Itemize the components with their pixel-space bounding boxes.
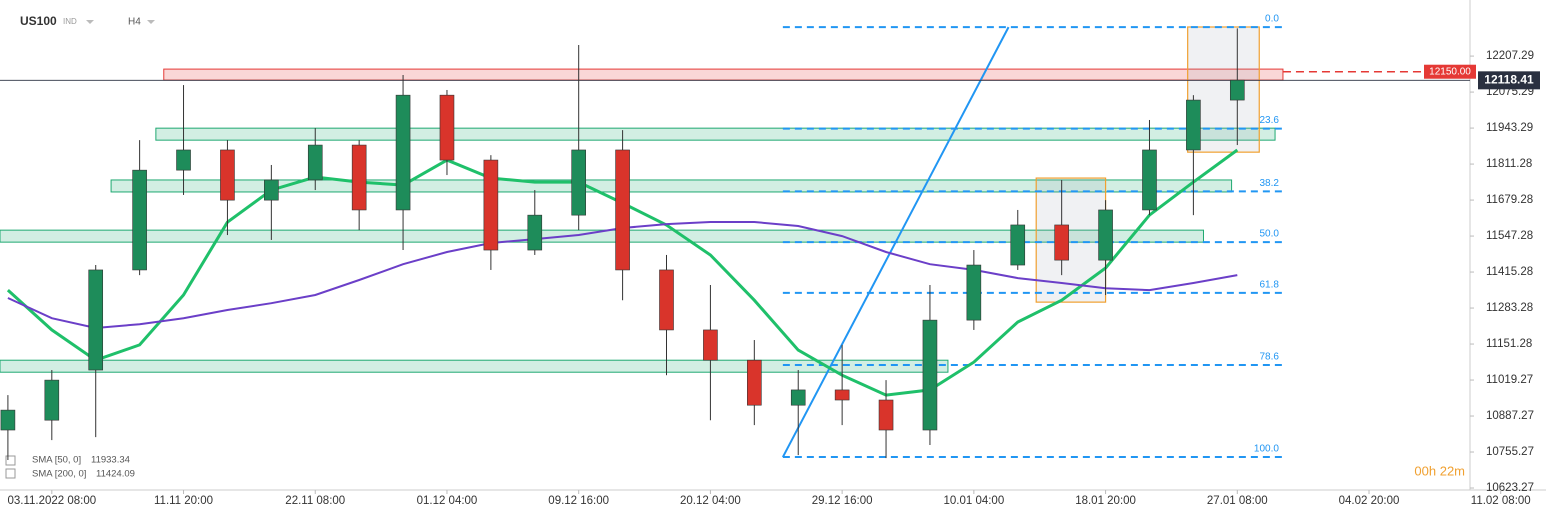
candle-body (790, 389, 806, 406)
timer: 00h 22m (1414, 463, 1465, 478)
x-tick-label: 04.02 20:00 (1339, 495, 1400, 507)
market: IND (63, 17, 77, 26)
fib-label: 38.2 (1259, 178, 1279, 189)
x-tick-label: 27.01 08:00 (1207, 495, 1268, 507)
y-tick-label: 12207.29 (1486, 50, 1534, 62)
y-tick-label: 11547.28 (1486, 230, 1533, 242)
fib-label: 0.0 (1265, 14, 1279, 25)
y-tick-label: 11943.29 (1486, 122, 1533, 134)
legend-icon[interactable] (5, 455, 16, 466)
candle-body (922, 319, 938, 431)
y-tick-label: 11679.28 (1486, 194, 1533, 206)
y-tick-label: 10755.27 (1486, 446, 1534, 458)
candle-body (439, 94, 455, 161)
candle-body (659, 269, 674, 331)
candle-body (1098, 209, 1113, 261)
candle-body (220, 149, 235, 201)
candle-body (264, 179, 279, 201)
last-price-bg (1478, 71, 1540, 90)
candle-body (176, 149, 191, 171)
candle-body (747, 359, 762, 406)
y-tick-label: 11019.27 (1486, 374, 1533, 386)
x-tick-label: 09.12 16:00 (548, 495, 609, 507)
candle-body (1186, 99, 1201, 151)
legend-value: 11424.09 (96, 469, 135, 480)
fib-label: 100.0 (1254, 444, 1279, 455)
zone (0, 359, 949, 373)
y-tick-label: 10623.27 (1486, 482, 1534, 494)
x-tick-label: 11.02 08:00 (1471, 495, 1531, 507)
x-tick-label: 29.12 16:00 (812, 495, 873, 507)
timeframe[interactable]: H4 (128, 17, 141, 28)
alert-label: 12150.00 (1429, 66, 1471, 77)
candle-body (395, 94, 411, 211)
y-tick-label: 11283.28 (1486, 302, 1533, 314)
symbol[interactable]: US100 (20, 14, 57, 28)
legend-value: 11933.34 (91, 455, 130, 466)
trendline (781, 26, 1010, 458)
legend-name: SMA [50, 0] (32, 455, 81, 466)
x-tick-label: 20.12 04:00 (680, 495, 741, 507)
zone (155, 127, 1276, 141)
fib-label: 50.0 (1259, 229, 1279, 240)
x-tick-label: 22.11 08:00 (285, 495, 345, 507)
dropdown-icon[interactable] (147, 20, 155, 24)
y-tick-label: 10887.27 (1486, 410, 1534, 422)
candle-body (615, 149, 630, 271)
zone (110, 179, 1233, 193)
fib-label: 78.6 (1259, 352, 1279, 363)
last-price-label: 12118.41 (1484, 72, 1534, 86)
dropdown-icon[interactable] (86, 20, 94, 24)
fib-label: 23.6 (1259, 115, 1279, 126)
candle-body (966, 264, 982, 321)
zone (0, 229, 1204, 243)
candle-body (132, 169, 147, 271)
x-tick-label: 11.11 20:00 (154, 495, 213, 507)
x-tick-label: 01.12 04:00 (417, 495, 478, 507)
candle-body (1054, 224, 1069, 261)
x-tick-label: 10.01 04:00 (943, 495, 1004, 507)
y-tick-label: 11415.28 (1486, 266, 1533, 278)
candle-body (703, 329, 718, 361)
candle-body (307, 144, 323, 181)
fib-label: 61.8 (1259, 279, 1279, 290)
candle-body (483, 159, 499, 251)
x-tick-label: 03.11.2022 08:00 (7, 495, 96, 507)
legend-name: SMA [200, 0] (32, 469, 86, 480)
candle-body (834, 389, 850, 401)
candle-body (1142, 149, 1157, 211)
candle-body (571, 149, 586, 216)
candle-body (351, 144, 367, 211)
candle-body (0, 409, 16, 431)
zone (163, 68, 1284, 81)
candle-body (878, 399, 894, 431)
candle-body (44, 379, 60, 421)
candle-body (1010, 224, 1026, 266)
alert-label-bg (1424, 64, 1476, 79)
y-tick-label: 11811.28 (1486, 158, 1532, 170)
candle-body (88, 269, 104, 371)
legend-icon[interactable] (5, 468, 16, 479)
x-tick-label: 18.01 20:00 (1075, 495, 1136, 507)
candle-body (1229, 79, 1245, 101)
y-tick-label: 11151.28 (1486, 338, 1532, 350)
candle-body (527, 214, 543, 251)
